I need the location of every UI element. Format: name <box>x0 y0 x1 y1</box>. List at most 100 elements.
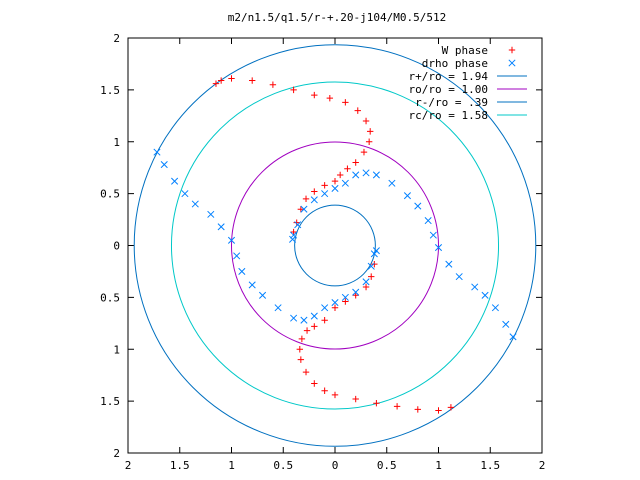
data-point <box>310 312 318 320</box>
data-point <box>331 391 339 399</box>
data-point <box>502 320 510 328</box>
data-point <box>352 159 359 166</box>
data-point <box>153 148 161 156</box>
reference-circle <box>170 81 500 410</box>
data-point <box>336 171 344 179</box>
data-point <box>296 346 304 353</box>
data-point <box>303 327 311 334</box>
data-point <box>269 81 277 88</box>
data-point <box>297 205 305 213</box>
data-point <box>352 395 359 403</box>
data-point <box>321 304 329 312</box>
data-point <box>171 177 179 185</box>
data-point <box>508 46 516 54</box>
data-point <box>331 177 339 185</box>
y-tick-label: 0.5 <box>100 291 120 304</box>
data-point <box>321 182 328 189</box>
y-tick-label: 0 <box>113 240 120 253</box>
x-tick-label: 1 <box>228 459 235 472</box>
chart-title: m2/n1.5/q1.5/r-+.20-j104/M0.5/512 <box>228 11 447 24</box>
data-point <box>326 94 334 102</box>
data-point <box>445 260 453 268</box>
y-tick-label: 2 <box>113 32 120 45</box>
data-point <box>294 221 302 229</box>
data-point <box>300 205 308 213</box>
data-point <box>297 356 305 363</box>
data-point <box>302 368 310 376</box>
data-point <box>344 165 351 172</box>
reference-circles <box>133 44 537 447</box>
legend-label: drho phase <box>422 57 488 70</box>
data-point <box>290 86 297 94</box>
data-point <box>429 231 437 239</box>
data-point <box>471 283 479 291</box>
data-point <box>274 304 282 312</box>
data-point <box>508 59 516 67</box>
data-point <box>434 244 443 252</box>
data-point <box>191 200 199 208</box>
data-point <box>248 281 256 289</box>
reference-circle <box>294 204 376 287</box>
series-points <box>153 148 517 341</box>
data-point <box>371 260 378 268</box>
data-point <box>341 293 349 301</box>
legend-label: ro/ro = 1.00 <box>409 83 488 96</box>
data-point <box>233 252 241 260</box>
data-point <box>362 283 370 291</box>
data-point <box>289 235 297 243</box>
data-point <box>341 179 349 187</box>
x-tick-label: 0.5 <box>377 459 397 472</box>
data-point <box>352 292 359 299</box>
data-point <box>424 217 432 225</box>
data-point <box>414 202 422 210</box>
data-points <box>153 75 517 414</box>
x-tick-label: 2 <box>125 459 132 472</box>
data-point <box>372 171 380 179</box>
data-point <box>393 403 401 410</box>
data-point <box>373 400 380 407</box>
data-point <box>352 288 360 296</box>
data-point <box>447 404 455 411</box>
data-point <box>311 323 318 330</box>
data-point <box>368 273 375 280</box>
data-point <box>321 387 328 394</box>
data-point <box>455 273 463 281</box>
legend-label: W phase <box>442 44 488 57</box>
data-point <box>290 231 298 239</box>
data-point <box>509 333 517 341</box>
data-point <box>354 107 361 114</box>
reference-circle <box>231 141 439 350</box>
data-point <box>181 190 189 198</box>
data-point <box>290 228 297 236</box>
x-tick-label: 1.5 <box>170 459 190 472</box>
series-points <box>212 75 455 414</box>
x-tick-label: 0.5 <box>273 459 293 472</box>
data-point <box>290 314 298 322</box>
data-point <box>331 299 339 307</box>
data-point <box>302 195 310 203</box>
legend-label: rc/ro = 1.58 <box>409 109 488 122</box>
data-point <box>366 128 374 135</box>
y-tick-label: 2 <box>113 447 120 460</box>
y-tick-label: 0.5 <box>100 188 120 201</box>
data-point <box>160 161 168 169</box>
data-point <box>207 210 215 218</box>
data-point <box>300 316 308 324</box>
data-point <box>321 317 328 324</box>
data-point <box>249 77 256 84</box>
data-point <box>388 179 396 187</box>
data-point <box>258 291 267 299</box>
data-point <box>293 219 300 226</box>
y-tick-label: 1.5 <box>100 395 120 408</box>
data-point <box>491 304 499 312</box>
data-point <box>403 192 412 200</box>
reference-circle <box>133 44 537 447</box>
data-point <box>331 184 339 192</box>
data-point <box>414 406 421 413</box>
data-point <box>362 117 370 125</box>
data-point <box>362 169 370 177</box>
data-point <box>331 304 339 311</box>
axis-ticks: 2 1.5 1 0.5 0 0.5 1 1.5 221.510.500.511.52 <box>100 32 545 472</box>
legend-label: r-/ro = .39 <box>415 96 488 109</box>
